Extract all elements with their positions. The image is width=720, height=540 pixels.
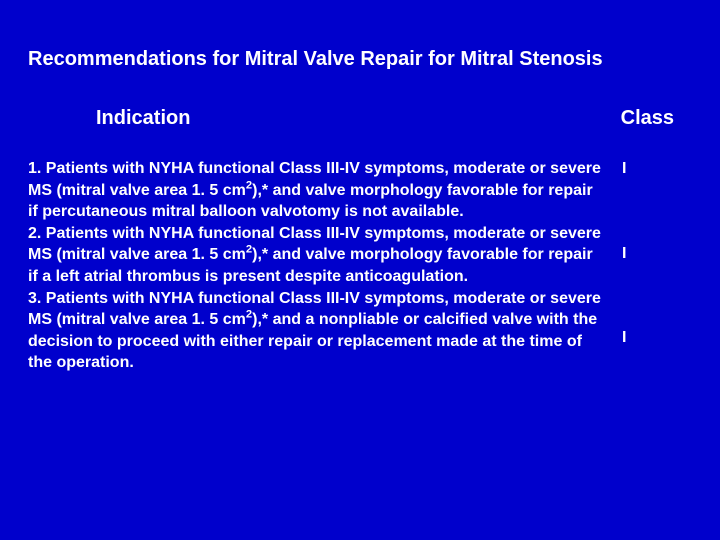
class-value: I — [622, 327, 692, 349]
slide-title: Recommendations for Mitral Valve Repair … — [28, 48, 692, 71]
class-column: I I I — [622, 158, 692, 374]
header-class: Class — [621, 107, 674, 130]
indication-item: 1. Patients with NYHA functional Class I… — [28, 158, 602, 223]
header-row: Indication Class — [28, 107, 692, 130]
header-indication: Indication — [96, 107, 190, 130]
indication-item: 3. Patients with NYHA functional Class I… — [28, 288, 602, 374]
class-value: I — [622, 243, 692, 265]
content-area: 1. Patients with NYHA functional Class I… — [28, 158, 692, 374]
indication-item: 2. Patients with NYHA functional Class I… — [28, 223, 602, 288]
indication-column: 1. Patients with NYHA functional Class I… — [28, 158, 622, 374]
slide: Recommendations for Mitral Valve Repair … — [0, 0, 720, 540]
class-value: I — [622, 158, 692, 180]
